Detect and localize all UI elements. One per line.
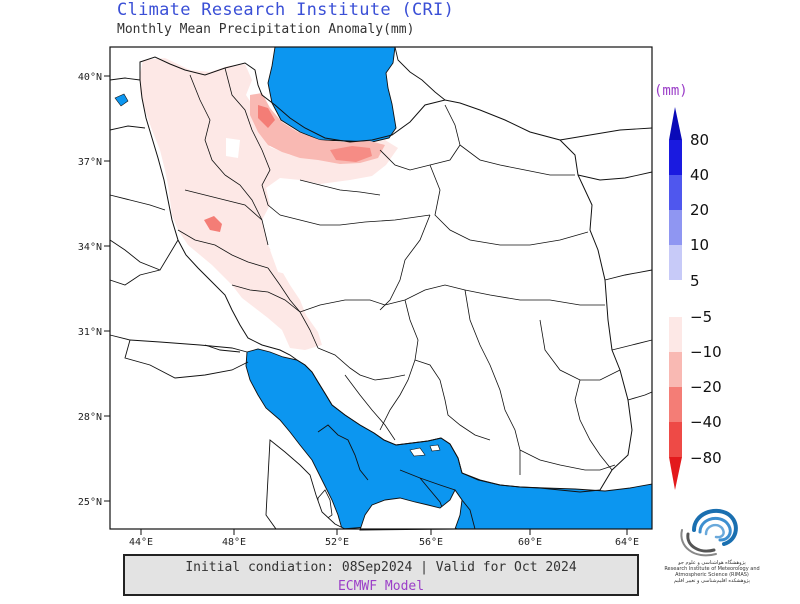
anomaly-zone-caspian-core [258, 105, 275, 128]
colorbar-label: 10 [690, 236, 710, 254]
colorbar-segment [669, 210, 682, 245]
colorbar-label: 20 [690, 201, 710, 219]
arabia-coast [265, 439, 346, 530]
colorbar-segment [669, 352, 682, 387]
lon-label: 64°E [615, 537, 639, 548]
map-frame [109, 46, 653, 530]
colorbar-segment [669, 245, 682, 280]
lon-ticks [140, 529, 628, 535]
colorbar-label: −5 [690, 308, 713, 326]
colorbar-neutral [669, 280, 682, 317]
anomaly-zone-mazandaran [330, 146, 372, 162]
footer-info-box: Initial condiation: 08Sep2024 | Valid fo… [123, 554, 639, 596]
footer-model-name: ECMWF Model [337, 579, 425, 594]
colorbar-segment [669, 175, 682, 210]
lat-label: 25°N [78, 497, 102, 508]
colorbar-label: −40 [690, 413, 722, 431]
logo-text-fa2: پژوهشکده اقلیم‌شناسی و تغییر اقلیم [673, 578, 751, 584]
colorbar-label: −20 [690, 378, 722, 396]
island-qeshm [409, 447, 426, 457]
page-title: Climate Research Institute (CRI) [117, 0, 455, 20]
lon-label: 44°E [129, 537, 153, 548]
page-subtitle: Monthly Mean Precipitation Anomaly(mm) [117, 22, 415, 37]
colorbar-label: 40 [690, 166, 710, 184]
colorbar-label: −80 [690, 449, 722, 467]
lat-ticks [104, 75, 110, 502]
lat-label: 40°N [78, 72, 102, 83]
island [429, 444, 441, 452]
colorbar-label: 5 [690, 272, 700, 290]
lat-label: 37°N [78, 157, 102, 168]
colorbar-segment [669, 422, 682, 457]
lon-label: 60°E [518, 537, 542, 548]
lat-label: 31°N [78, 327, 102, 338]
logo-text-en: Research Institute of Meteorology and At… [664, 566, 760, 578]
logo-text-fa: پژوهشگاه هواشناسی و علوم جو [678, 560, 746, 566]
no-anomaly-gap [226, 138, 240, 158]
colorbar-segment [669, 140, 682, 175]
cri-logo-icon [664, 500, 760, 596]
anomaly-zone-lorestan [204, 216, 222, 232]
colorbar-unit: (mm) [654, 83, 688, 99]
anomaly-zone-west [140, 58, 398, 350]
colorbar-label: −10 [690, 343, 722, 361]
iran-border [139, 56, 633, 493]
colorbar-label: 80 [690, 131, 710, 149]
lon-label: 48°E [222, 537, 246, 548]
colorbar-segment [669, 317, 682, 352]
colorbar-arrow-top [669, 107, 682, 140]
lon-label: 56°E [419, 537, 443, 548]
colorbar-arrow-bottom [669, 457, 682, 490]
oman-peninsula [359, 489, 463, 531]
colorbar-segment [669, 387, 682, 422]
footer-init-date: Initial condiation: 08Sep2024 | Valid fo… [185, 560, 577, 575]
lat-label: 34°N [78, 242, 102, 253]
colorbar [669, 107, 682, 490]
province-boundaries [177, 67, 621, 475]
no-anomaly-gap [270, 250, 290, 275]
logo-text: پژوهشگاه هواشناسی و علوم جو Research Ins… [664, 560, 760, 584]
lon-label: 52°E [325, 537, 349, 548]
lake-van [114, 93, 129, 107]
lat-label: 28°N [78, 412, 102, 423]
